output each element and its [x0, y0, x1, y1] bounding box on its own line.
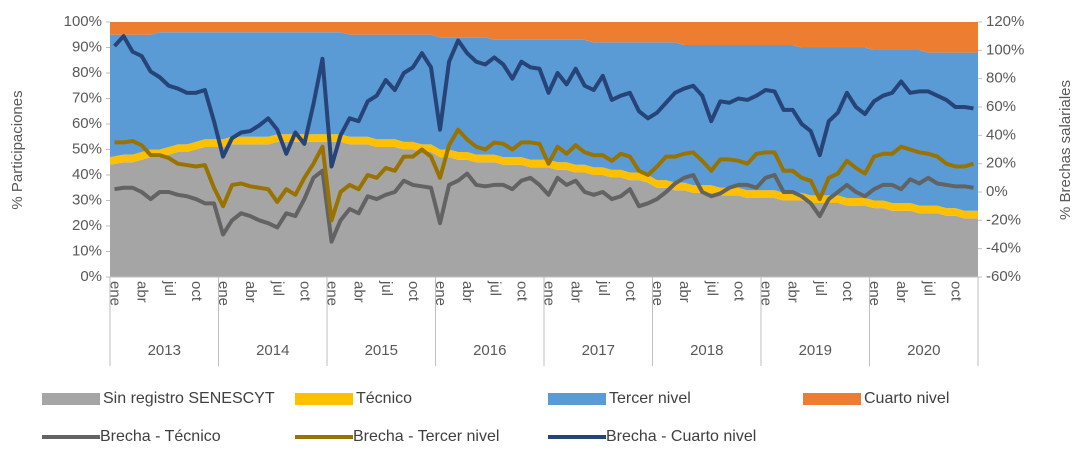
x-tick-label: abr: [134, 281, 151, 303]
group-label: 2019: [799, 342, 832, 359]
x-tick-label: oct: [188, 281, 205, 302]
x-tick-label: oct: [513, 281, 530, 302]
y-tick-label: 10%: [72, 242, 102, 259]
x-tick-label: oct: [405, 281, 422, 302]
x-tick-label: jul: [812, 280, 829, 296]
legend-swatch: [42, 393, 100, 405]
x-tick-label: abr: [893, 281, 910, 303]
legend-label: Técnico: [356, 390, 412, 407]
legend-label: Brecha - Cuarto nivel: [606, 428, 756, 445]
x-tick-label: abr: [568, 281, 585, 303]
x-tick-label: oct: [622, 281, 639, 302]
group-label: 2013: [148, 342, 181, 359]
line: [113, 34, 974, 169]
y2-tick-label: -60%: [986, 268, 1021, 285]
y-tick-label: 20%: [72, 217, 102, 234]
group-label: 2020: [907, 342, 940, 359]
x-tick-label: abr: [676, 281, 693, 303]
legend-swatch: [295, 393, 353, 405]
y-tick-label: 80%: [72, 64, 102, 81]
x-tick-label: abr: [785, 281, 802, 303]
x-tick-label: jul: [595, 280, 612, 296]
y-tick-label: 70%: [72, 89, 102, 106]
x-tick-label: abr: [242, 281, 259, 303]
group-label: 2018: [690, 342, 723, 359]
y2-tick-label: 40%: [986, 126, 1016, 143]
group-label: 2014: [256, 342, 289, 359]
y2-tick-label: -40%: [986, 240, 1021, 257]
x-tick-label: oct: [947, 281, 964, 302]
x-tick-label: jul: [920, 280, 937, 296]
y2-tick-label: -20%: [986, 211, 1021, 228]
x-tick-label: ene: [649, 281, 666, 306]
line: [114, 127, 975, 223]
legend-label: Sin registro SENESCYT: [103, 390, 275, 407]
legend-label: Tercer nivel: [609, 390, 691, 407]
y2-tick-label: 80%: [986, 70, 1016, 87]
group-label: 2015: [365, 342, 398, 359]
y2-tick-label: 120%: [986, 13, 1024, 30]
group-label: 2017: [582, 342, 615, 359]
x-tick-label: oct: [296, 281, 313, 302]
line: [114, 168, 974, 244]
y-tick-label: 30%: [72, 191, 102, 208]
group-label: 2016: [473, 342, 506, 359]
x-tick-label: ene: [215, 281, 232, 306]
legend-label: Cuarto nivel: [864, 390, 949, 407]
x-tick-label: abr: [351, 281, 368, 303]
y2-tick-label: 60%: [986, 98, 1016, 115]
x-tick-label: abr: [459, 281, 476, 303]
y2-axis-title: % Brechas salariales: [1057, 80, 1074, 220]
x-tick-label: jul: [269, 280, 286, 296]
x-tick-label: jul: [378, 280, 395, 296]
legend-label: Brecha - Tercer nivel: [353, 428, 499, 445]
x-tick-label: oct: [730, 281, 747, 302]
area: [110, 134, 978, 219]
y-tick-label: 40%: [72, 166, 102, 183]
x-tick-label: ene: [541, 281, 558, 306]
y-tick-label: 50%: [72, 140, 102, 157]
area: [110, 32, 978, 211]
y-tick-label: 90%: [72, 38, 102, 55]
x-tick-label: oct: [839, 281, 856, 302]
x-tick-label: jul: [486, 280, 503, 296]
y-tick-label: 60%: [72, 115, 102, 132]
x-tick-label: jul: [161, 280, 178, 296]
area: [110, 22, 978, 53]
legend-label: Brecha - Técnico: [100, 428, 221, 445]
legend-swatch: [548, 393, 606, 405]
x-tick-label: jul: [703, 280, 720, 296]
x-tick-label: ene: [432, 281, 449, 306]
y2-tick-label: 20%: [986, 155, 1016, 172]
y-tick-label: 100%: [64, 13, 102, 30]
y-tick-label: 0%: [80, 268, 102, 285]
legend-swatch: [803, 393, 861, 405]
x-tick-label: ene: [866, 281, 883, 306]
x-tick-label: ene: [107, 281, 124, 306]
x-tick-label: ene: [324, 281, 341, 306]
y2-tick-label: 0%: [986, 183, 1008, 200]
y-axis-title: % Participaciones: [9, 90, 26, 209]
x-tick-label: ene: [758, 281, 775, 306]
y2-tick-label: 100%: [986, 41, 1024, 58]
